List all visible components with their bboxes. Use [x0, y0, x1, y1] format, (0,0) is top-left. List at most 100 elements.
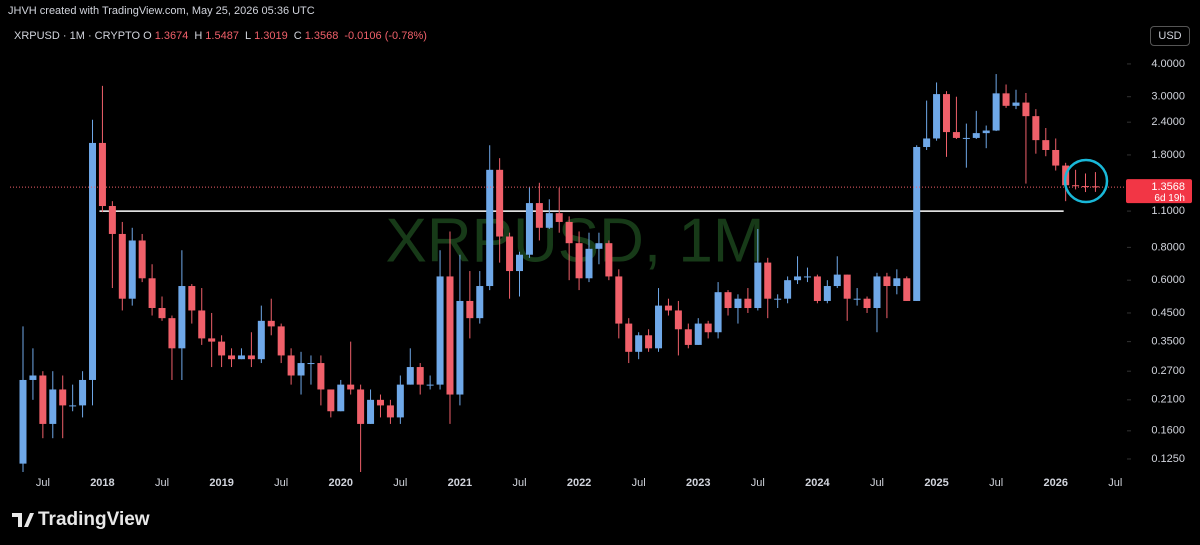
- ohlc-key: L: [244, 30, 252, 42]
- candle-body: [585, 248, 593, 279]
- candle-body: [555, 213, 563, 222]
- candle-body: [903, 278, 911, 301]
- candle-body: [794, 276, 802, 281]
- candle-body: [784, 280, 792, 299]
- candle-body: [69, 405, 77, 407]
- x-tick-label: Jul: [36, 477, 50, 489]
- candle-body: [396, 384, 404, 418]
- candle-body: [486, 169, 494, 287]
- candle-body: [913, 147, 921, 301]
- candle-body: [307, 363, 315, 365]
- candle-body: [49, 389, 57, 424]
- candle-body: [833, 274, 841, 287]
- candle-body: [178, 286, 186, 349]
- attribution: JHVH created with TradingView.com, May 2…: [8, 5, 315, 17]
- candle-body: [635, 335, 643, 352]
- currency-button[interactable]: USD: [1150, 26, 1190, 46]
- candle-body: [228, 355, 236, 360]
- candle-body: [327, 389, 335, 412]
- y-tick-label: 2.4000: [1151, 116, 1185, 128]
- candle-body: [376, 399, 384, 406]
- candle-body: [19, 379, 27, 464]
- change: -0.0106 (-0.78%): [344, 30, 427, 42]
- candle-body: [942, 94, 950, 133]
- ohlc-key: O: [143, 30, 152, 42]
- candle-body: [615, 276, 623, 324]
- candle-body: [128, 240, 136, 299]
- candle-body: [565, 221, 573, 244]
- x-tick-label: 2022: [567, 477, 591, 489]
- candle-body: [247, 355, 255, 360]
- candle-body: [317, 363, 325, 390]
- candle-body: [1052, 149, 1060, 166]
- candle-body: [337, 384, 345, 412]
- candle-body: [962, 137, 970, 139]
- candle-body: [287, 355, 295, 376]
- candle-body: [595, 243, 603, 249]
- candle-body: [198, 310, 206, 339]
- candle-body: [982, 130, 990, 134]
- candle-body: [516, 254, 523, 272]
- candle-body: [267, 320, 275, 327]
- candle-body: [436, 276, 444, 385]
- candle-body: [1032, 116, 1040, 141]
- ohlc-value: 1.5487: [205, 30, 239, 42]
- x-tick-label: Jul: [393, 477, 407, 489]
- candle-body: [843, 274, 851, 299]
- candle-body: [257, 320, 265, 360]
- candle-body: [297, 363, 305, 376]
- countdown: 6d 19h: [1154, 193, 1185, 204]
- candle-body: [108, 206, 116, 234]
- candle-body: [1002, 93, 1010, 106]
- candle-body: [655, 305, 663, 349]
- candle-body: [98, 142, 106, 207]
- candle-body: [575, 243, 583, 279]
- x-tick-label: Jul: [989, 477, 1003, 489]
- candle-body: [29, 375, 37, 380]
- x-tick-label: 2023: [686, 477, 710, 489]
- ohlc-key: H: [194, 30, 203, 42]
- candle-body: [853, 298, 861, 300]
- candle-body: [158, 308, 166, 319]
- watermark: XRPUSD, 1M: [386, 206, 765, 275]
- candle-body: [476, 286, 484, 319]
- candle-body: [774, 298, 782, 300]
- candle-body: [79, 379, 87, 406]
- candle-body: [59, 389, 67, 406]
- x-tick-label: 2019: [209, 477, 233, 489]
- candle-body: [138, 240, 146, 279]
- candle-body: [744, 298, 752, 309]
- x-tick-label: 2026: [1043, 477, 1067, 489]
- candle-body: [456, 300, 464, 395]
- candle-body: [496, 169, 504, 237]
- candle-body: [972, 133, 980, 138]
- candle-body: [625, 323, 633, 352]
- y-tick-label: 0.2100: [1151, 394, 1185, 406]
- candle-body: [694, 323, 702, 345]
- candle-body: [734, 298, 742, 309]
- candle-body: [406, 367, 414, 385]
- last-price-box: [1126, 179, 1192, 204]
- y-tick-label: 0.2700: [1151, 365, 1185, 377]
- candle-body: [724, 292, 732, 309]
- ohlc-value: 1.3568: [304, 30, 339, 42]
- ohlc-legend: XRPUSD · 1M · CRYPTO O 1.3674 H 1.5487 L 1.…: [14, 30, 430, 42]
- ohlc-key: C: [293, 30, 302, 42]
- x-tick-label: Jul: [274, 477, 288, 489]
- candle-body: [684, 329, 692, 345]
- candle-body: [525, 203, 533, 255]
- y-tick-label: 0.1600: [1151, 425, 1185, 437]
- candle-body: [168, 318, 176, 349]
- candle-body: [277, 326, 285, 356]
- x-tick-label: Jul: [155, 477, 169, 489]
- candle-body: [952, 132, 960, 138]
- candle-body: [89, 142, 97, 380]
- candle-body: [1082, 186, 1090, 188]
- x-tick-label: Jul: [870, 477, 884, 489]
- x-tick-label: Jul: [632, 477, 646, 489]
- ohlc-value: 1.3019: [254, 30, 288, 42]
- candle-body: [923, 138, 931, 148]
- candle-body: [823, 286, 831, 301]
